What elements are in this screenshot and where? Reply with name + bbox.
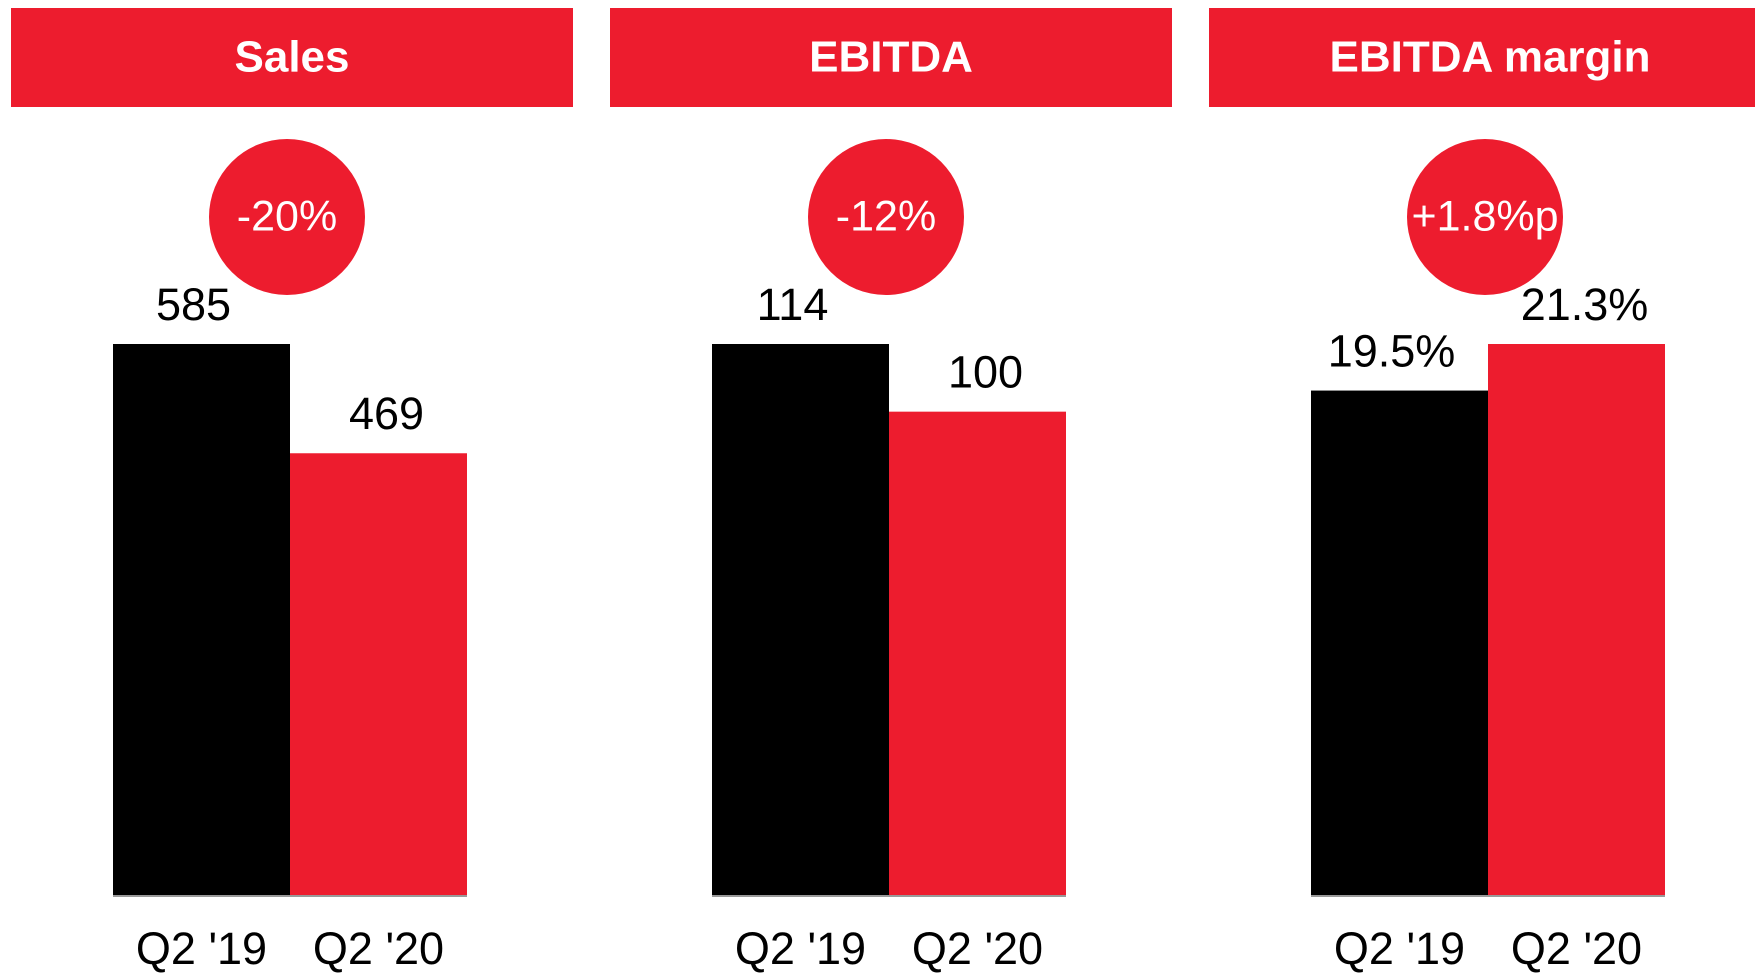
x-tick-label: Q2 '20 [1511,923,1642,973]
change-label: -20% [237,192,337,240]
value-label: 19.5% [1328,325,1456,376]
value-label: 469 [349,388,424,439]
header [1209,8,1755,107]
change-label: +1.8%p [1411,192,1558,240]
x-tick-label: Q2 '19 [1334,923,1465,973]
header [11,8,573,107]
chart-title: EBITDA [809,33,973,82]
x-tick-label: Q2 '20 [313,923,444,973]
bar [113,344,290,895]
change-badge [808,139,964,295]
bar [1311,390,1488,895]
change-badge [1407,139,1563,295]
x-tick-label: Q2 '20 [912,923,1043,973]
bar [712,344,889,895]
value-label: 21.3% [1521,279,1649,330]
bar [290,453,467,895]
header [610,8,1172,107]
bar [1488,344,1665,895]
x-tick-label: Q2 '19 [735,923,866,973]
chart-title: Sales [235,33,350,82]
change-badge [209,139,365,295]
chart-title: EBITDA margin [1329,33,1650,82]
x-tick-label: Q2 '19 [136,923,267,973]
bar [889,411,1066,895]
value-label: 585 [156,279,231,330]
change-label: -12% [836,192,936,240]
value-label: 100 [948,347,1023,398]
value-label: 114 [757,279,829,330]
